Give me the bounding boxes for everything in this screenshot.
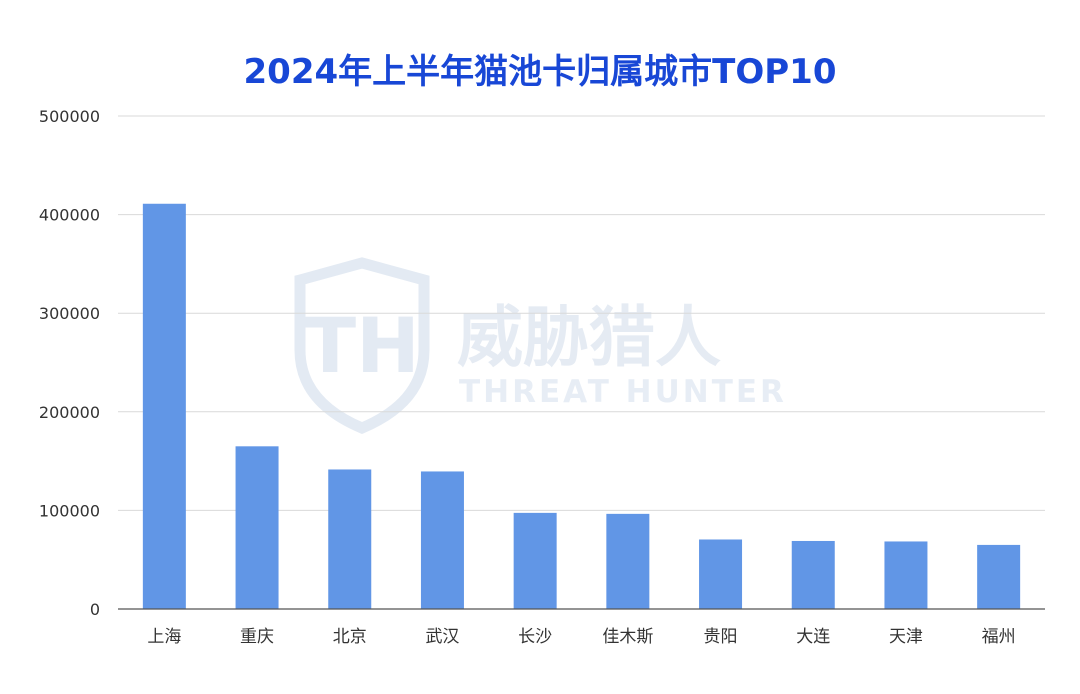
bar-0 (142, 203, 186, 609)
bar-6 (699, 539, 743, 609)
bar-1 (235, 446, 279, 609)
x-category-label: 上海 (147, 627, 181, 647)
watermark-brand-en: THREAT HUNTER (459, 374, 787, 410)
x-category-label: 重庆 (240, 627, 274, 647)
chart-title: 2024年上半年猫池卡归属城市TOP10 (243, 52, 837, 92)
bar-9 (977, 544, 1021, 609)
bar-2 (328, 469, 372, 609)
y-axis-tick-labels: 0 100000 200000 300000 400000 500000 (39, 107, 100, 619)
x-category-label: 贵阳 (704, 627, 738, 647)
watermark-logo-letters: TH (304, 301, 419, 390)
y-tick-label: 300000 (39, 304, 100, 323)
x-category-label: 大连 (796, 627, 830, 647)
watermark-brand-cn: 威胁猎人 (457, 299, 721, 376)
y-tick-label: 0 (90, 600, 100, 619)
x-category-label: 北京 (333, 627, 367, 647)
shield-logo-icon: TH (294, 257, 430, 434)
x-category-label: 长沙 (518, 627, 552, 647)
x-category-label: 天津 (889, 627, 923, 647)
bar-4 (513, 512, 557, 609)
x-category-label: 武汉 (425, 627, 459, 647)
bar-5 (606, 513, 650, 609)
y-tick-label: 100000 (39, 501, 100, 520)
x-category-label: 福州 (982, 627, 1016, 647)
y-tick-label: 200000 (39, 403, 100, 422)
watermark: TH 威胁猎人 THREAT HUNTER (294, 257, 787, 434)
y-tick-label: 500000 (39, 107, 100, 126)
bar-8 (884, 541, 928, 609)
x-axis-category-labels: 上海 重庆 北京 武汉 长沙 佳木斯 贵阳 大连 天津 福州 (147, 627, 1015, 647)
bar-3 (420, 471, 464, 609)
bar-7 (791, 540, 835, 609)
x-category-label: 佳木斯 (602, 627, 653, 647)
y-tick-label: 400000 (39, 206, 100, 225)
bars (142, 203, 1021, 609)
